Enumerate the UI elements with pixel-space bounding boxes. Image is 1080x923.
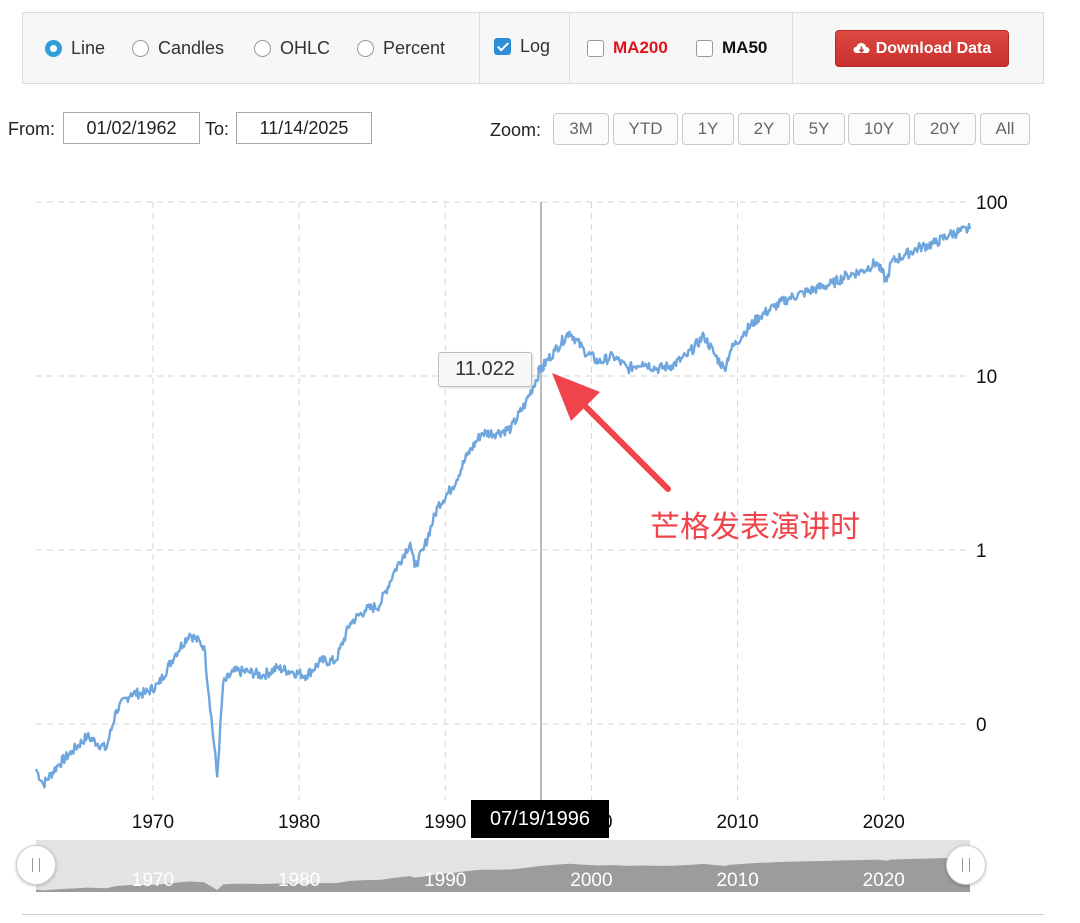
radio-percent-label: Percent [383,37,446,58]
x-tick-label: 2020 [863,812,905,833]
from-label: From: [8,119,55,139]
navigator-tick-label: 2000 [570,870,612,891]
price-line [34,222,972,789]
radio-ohlc[interactable]: OHLC [254,13,330,83]
navigator-tick-label: 2020 [863,870,905,891]
annotation-arrowhead [552,373,600,421]
navigator-left-handle[interactable] [16,845,56,885]
radio-ohlc-label: OHLC [280,37,331,58]
x-tick-label: 1980 [278,812,320,833]
log-toggle[interactable]: Log [494,11,550,81]
y-tick-label: 100 [976,193,1008,214]
radio-line-label: Line [71,37,106,58]
ma200-checkbox[interactable] [587,39,604,57]
radio-line[interactable]: Line [45,13,105,83]
crosshair-point [537,364,546,373]
crosshair-value-tooltip: 11.022 [438,352,532,387]
navigator-tick-label: 2010 [716,870,758,891]
x-tick-label: 1970 [132,812,174,833]
radio-percent[interactable]: Percent [357,13,445,83]
y-tick-label: 0 [976,715,987,736]
radio-candles-label: Candles [158,37,225,58]
radio-line-button[interactable] [45,39,62,57]
grip-icon [962,858,970,872]
navigator-tick-label: 1970 [132,870,174,891]
annotation-arrow-shaft [577,398,671,492]
x-tick-label: 1990 [424,812,466,833]
radio-candles[interactable]: Candles [132,13,224,83]
zoom-3m-button[interactable]: 3M [553,113,609,145]
ma50-checkbox[interactable] [696,39,713,57]
radio-candles-button[interactable] [132,39,149,57]
zoom-20y-button[interactable]: 20Y [914,113,976,145]
divider [792,13,793,83]
zoom-10y-button[interactable]: 10Y [848,113,910,145]
y-tick-label: 1 [976,541,987,562]
download-data-button[interactable]: Download Data [835,30,1009,67]
price-series [34,202,972,800]
navigator-area [36,857,970,892]
chart-controls: Line Candles OHLC Percent Log MA200 MA50… [22,12,1044,84]
chart-grid [36,201,970,800]
to-label: To: [205,119,230,139]
crosshair-date-label: 07/19/1996 [471,800,609,838]
zoom-2y-button[interactable]: 2Y [738,113,790,145]
zoom-ytd-button[interactable]: YTD [613,113,678,145]
cloud-download-icon [853,42,870,56]
navigator-tick-label: 1990 [424,870,466,891]
annotation-text: 芒格发表演讲时 [650,510,860,545]
divider [22,914,1044,915]
zoom-label: Zoom: [490,120,542,140]
zoom-1y-button[interactable]: 1Y [682,113,734,145]
divider [479,13,480,83]
y-tick-label: 10 [976,367,997,388]
zoom-all-button[interactable]: All [980,113,1030,145]
divider [569,13,570,83]
log-checkbox[interactable] [494,37,511,55]
download-data-label: Download Data [875,39,992,57]
navigator-right-handle[interactable] [946,845,986,885]
radio-ohlc-button[interactable] [254,39,271,57]
navigator-tick-label: 1980 [278,870,320,891]
from-date-input[interactable]: 01/02/1962 [63,112,200,144]
ma200-label: MA200 [613,38,668,57]
ma50-label: MA50 [722,38,768,57]
log-label: Log [520,35,551,56]
radio-percent-button[interactable] [357,39,374,57]
to-date-input[interactable]: 11/14/2025 [236,112,372,144]
navigator: 1970 1980 1990 2000 2010 2020 [36,840,970,892]
zoom-5y-button[interactable]: 5Y [793,113,845,145]
ma50-toggle[interactable]: MA50 [696,13,767,83]
x-tick-label: 2010 [716,812,758,833]
ma200-toggle[interactable]: MA200 [587,13,668,83]
grip-icon [32,858,40,872]
